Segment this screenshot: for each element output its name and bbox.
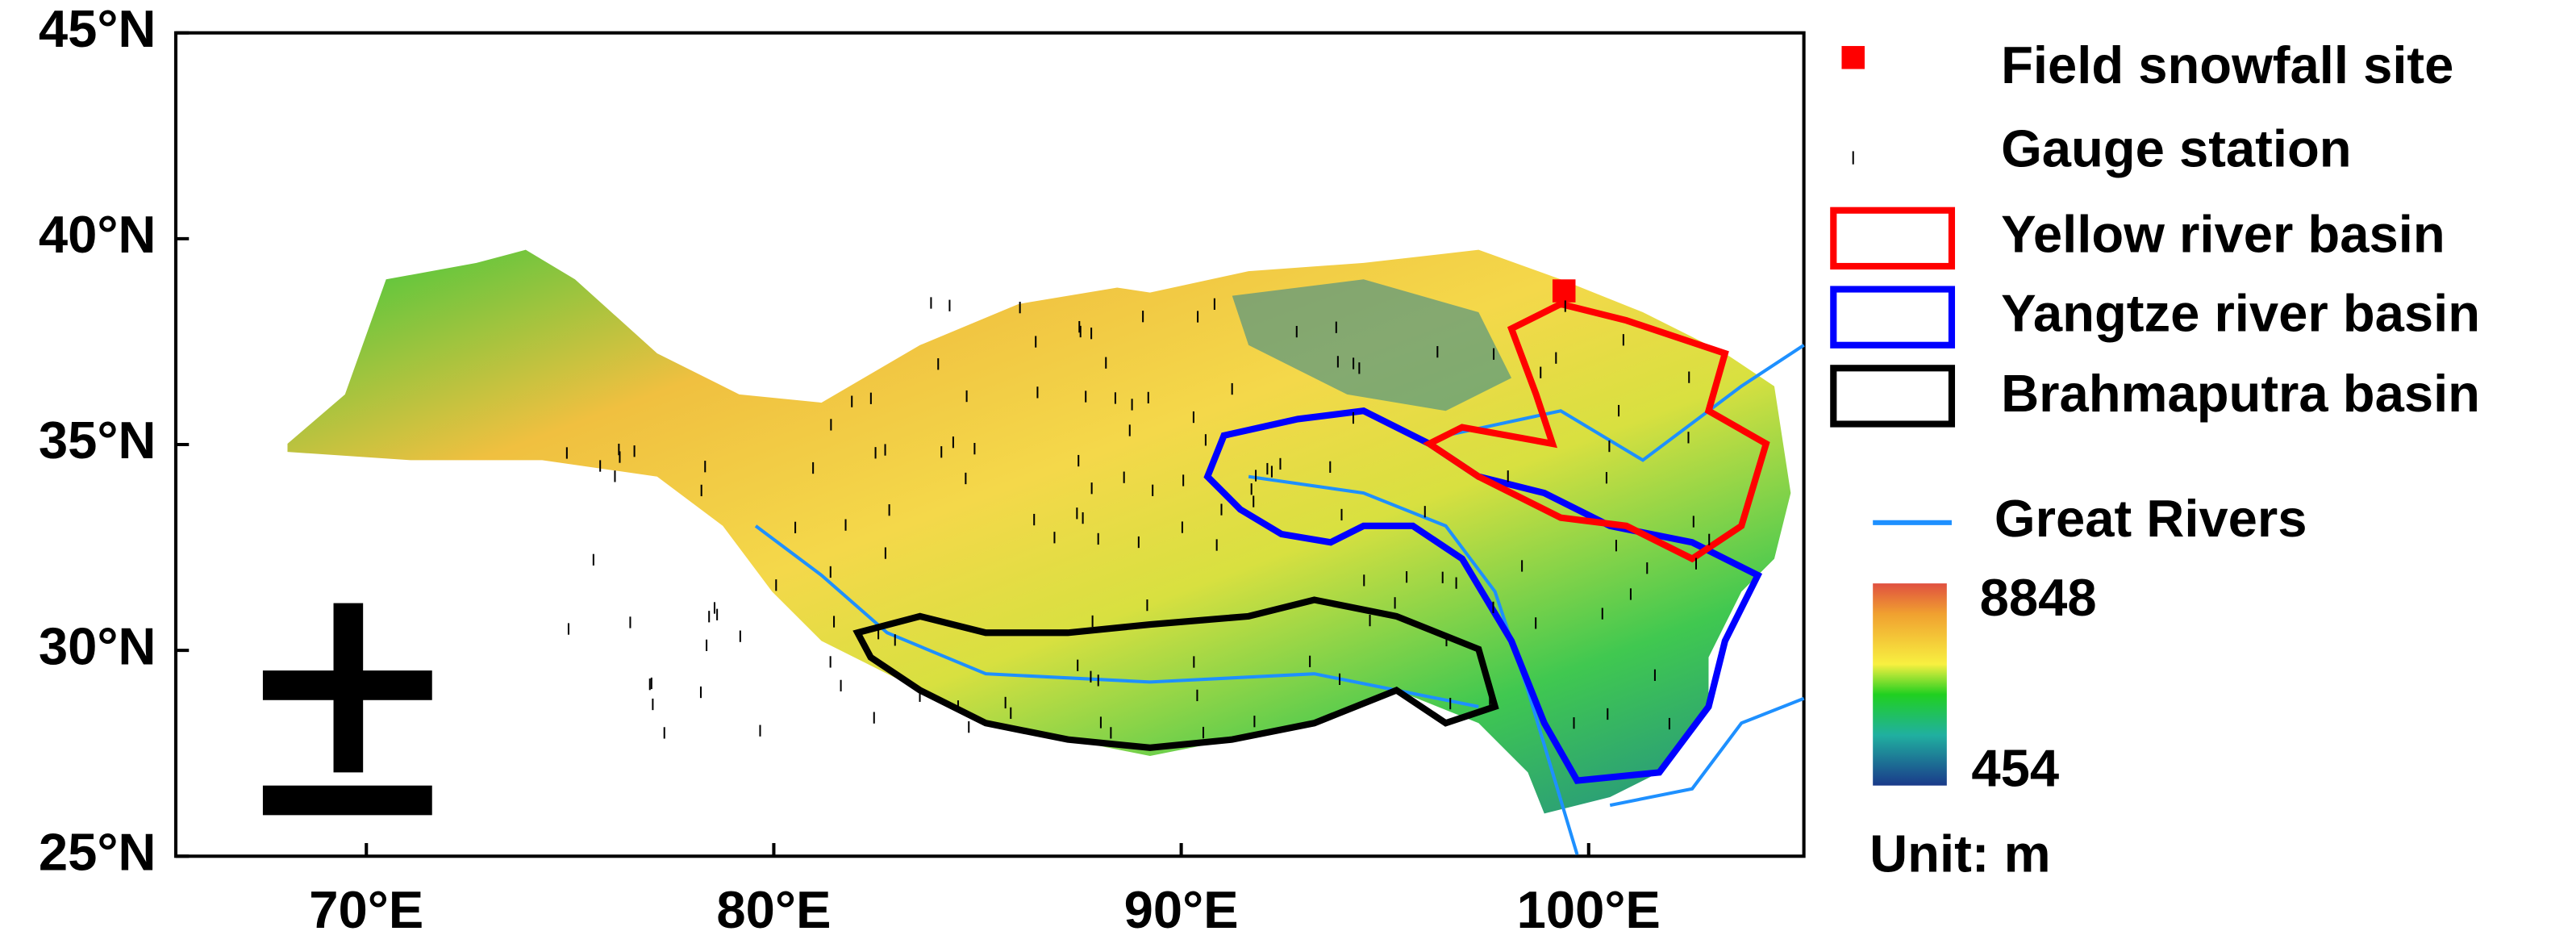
lat-tick-label: 45°N <box>39 0 156 58</box>
legend-label: Field snowfall site <box>2001 35 2453 94</box>
lat-tick-label: 30°N <box>39 616 156 675</box>
yellow-basin <box>1423 300 1770 563</box>
colorbar-max: 8848 <box>1980 568 2097 627</box>
snowfall-site-marker <box>1552 279 1576 303</box>
legend-label: Gauge station <box>2001 119 2352 178</box>
colorbar-ramp <box>1873 583 1947 786</box>
legend-label: Yellow river basin <box>2001 205 2445 264</box>
legend-swatch <box>1830 207 1956 270</box>
lon-tick-label: 80°E <box>716 880 831 939</box>
legend-label: Brahmaputra basin <box>2001 364 2480 423</box>
legend-label: Great Rivers <box>1995 489 2307 548</box>
north-symbol <box>262 603 432 816</box>
legend-label: Yangtze river basin <box>2001 283 2480 342</box>
lat-tick-label: 40°N <box>39 205 156 264</box>
lon-tick-label: 70°E <box>309 880 423 939</box>
lat-tick-label: 25°N <box>39 822 156 881</box>
colorbar: 8848 454 Unit: m <box>1869 568 2096 883</box>
lat-tick-label: 35°N <box>39 411 156 470</box>
legend-swatch <box>1830 286 1956 349</box>
legend-swatch <box>1830 365 1956 428</box>
lon-tick-label: 90°E <box>1124 880 1239 939</box>
legend: Field snowfall site Gauge station Yellow… <box>1830 35 2480 548</box>
colorbar-unit: Unit: m <box>1869 825 2050 883</box>
legend-swatch <box>1841 46 1865 69</box>
qaidam-basin <box>1232 279 1512 411</box>
gauge-stations <box>565 297 1711 739</box>
root-group: Field snowfall site Gauge station Yellow… <box>39 0 2480 939</box>
colorbar-min: 454 <box>1971 739 2059 798</box>
lon-tick-label: 100°E <box>1517 880 1661 939</box>
brahmaputra-basin <box>852 596 1499 751</box>
